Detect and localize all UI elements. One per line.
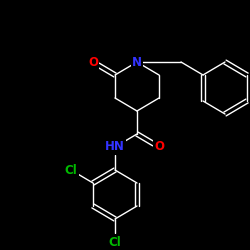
Text: O: O xyxy=(88,56,98,68)
Text: HN: HN xyxy=(105,140,125,153)
Text: O: O xyxy=(154,140,164,153)
Text: Cl: Cl xyxy=(108,236,122,248)
Text: Cl: Cl xyxy=(64,164,78,176)
Text: N: N xyxy=(132,56,142,68)
